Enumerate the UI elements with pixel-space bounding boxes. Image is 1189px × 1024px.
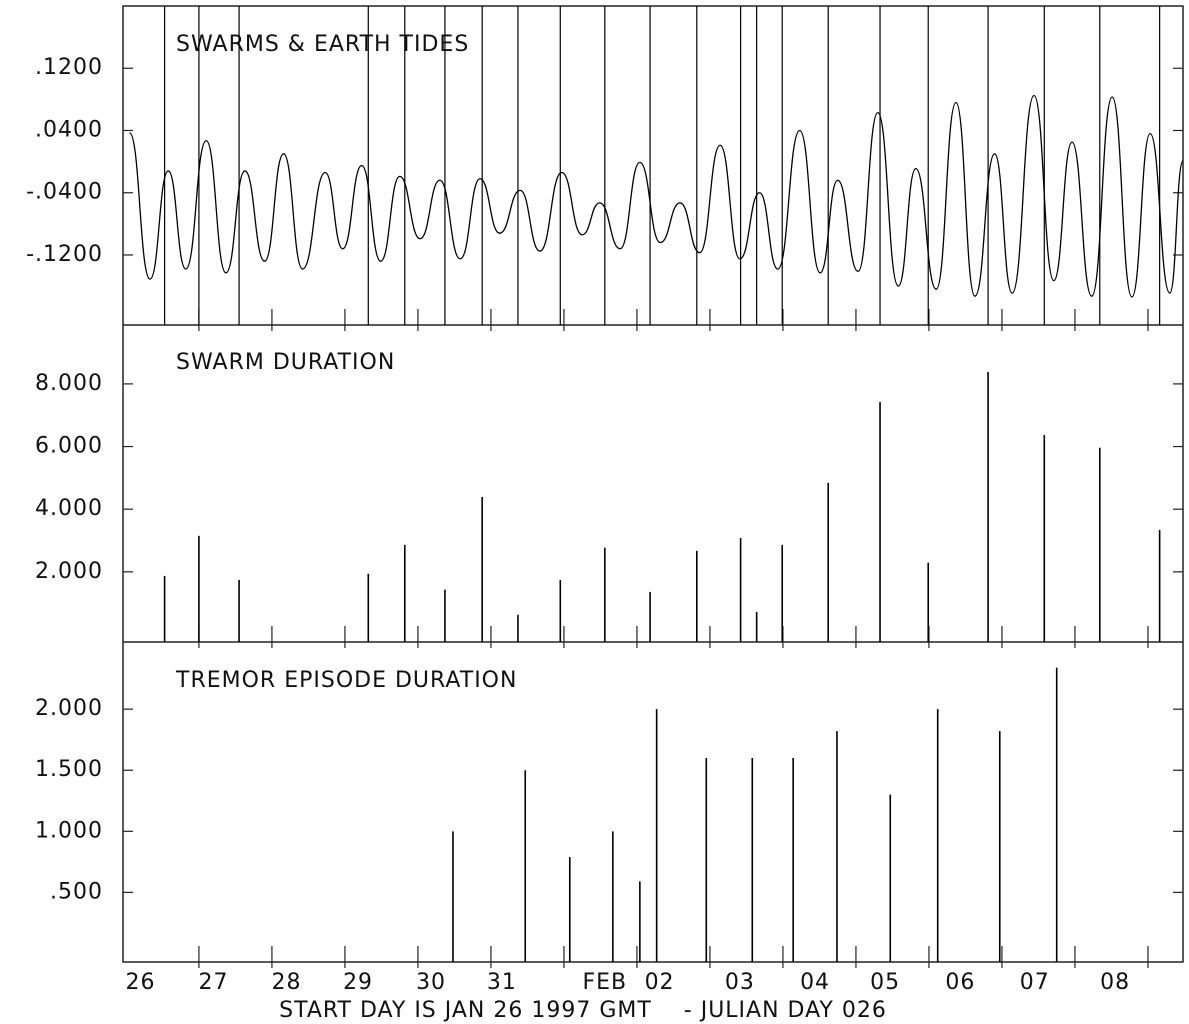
y-tick-label: -.0400 bbox=[26, 180, 103, 205]
x-tick-label: 29 bbox=[343, 970, 373, 995]
y-tick-label: .500 bbox=[50, 879, 103, 904]
panel-title: SWARMS & EARTH TIDES bbox=[176, 32, 469, 57]
y-tick-label: 8.000 bbox=[35, 371, 103, 396]
x-tick-label: 02 bbox=[645, 970, 675, 995]
x-tick-label: 27 bbox=[199, 970, 229, 995]
tide-curve bbox=[128, 94, 1184, 298]
x-tick-label: 31 bbox=[487, 970, 517, 995]
x-tick-label: 08 bbox=[1100, 970, 1130, 995]
y-tick-label: .1200 bbox=[35, 55, 103, 80]
x-tick-label: 05 bbox=[870, 970, 900, 995]
y-tick-label: 6.000 bbox=[35, 434, 103, 459]
x-tick-label: 04 bbox=[800, 970, 830, 995]
x-tick-label: FEB bbox=[582, 970, 627, 995]
x-axis-label: START DAY IS JAN 26 1997 GMT - JULIAN DA… bbox=[279, 998, 887, 1023]
y-tick-label: 4.000 bbox=[35, 496, 103, 521]
y-tick-label: -.1200 bbox=[26, 242, 103, 267]
x-tick-label: 26 bbox=[126, 970, 156, 995]
x-tick-label: 07 bbox=[1020, 970, 1050, 995]
panel-title: SWARM DURATION bbox=[176, 350, 395, 375]
y-tick-label: 2.000 bbox=[35, 559, 103, 584]
x-tick-label: 03 bbox=[725, 970, 755, 995]
panel-title: TREMOR EPISODE DURATION bbox=[175, 668, 517, 693]
y-tick-label: 2.000 bbox=[35, 696, 103, 721]
y-tick-label: 1.500 bbox=[35, 757, 103, 782]
x-tick-label: 06 bbox=[945, 970, 975, 995]
plot-frame bbox=[122, 5, 1184, 963]
y-tick-label: 1.000 bbox=[35, 818, 103, 843]
x-tick-label: 28 bbox=[272, 970, 302, 995]
x-tick-label: 30 bbox=[416, 970, 446, 995]
y-tick-label: .0400 bbox=[35, 117, 103, 142]
